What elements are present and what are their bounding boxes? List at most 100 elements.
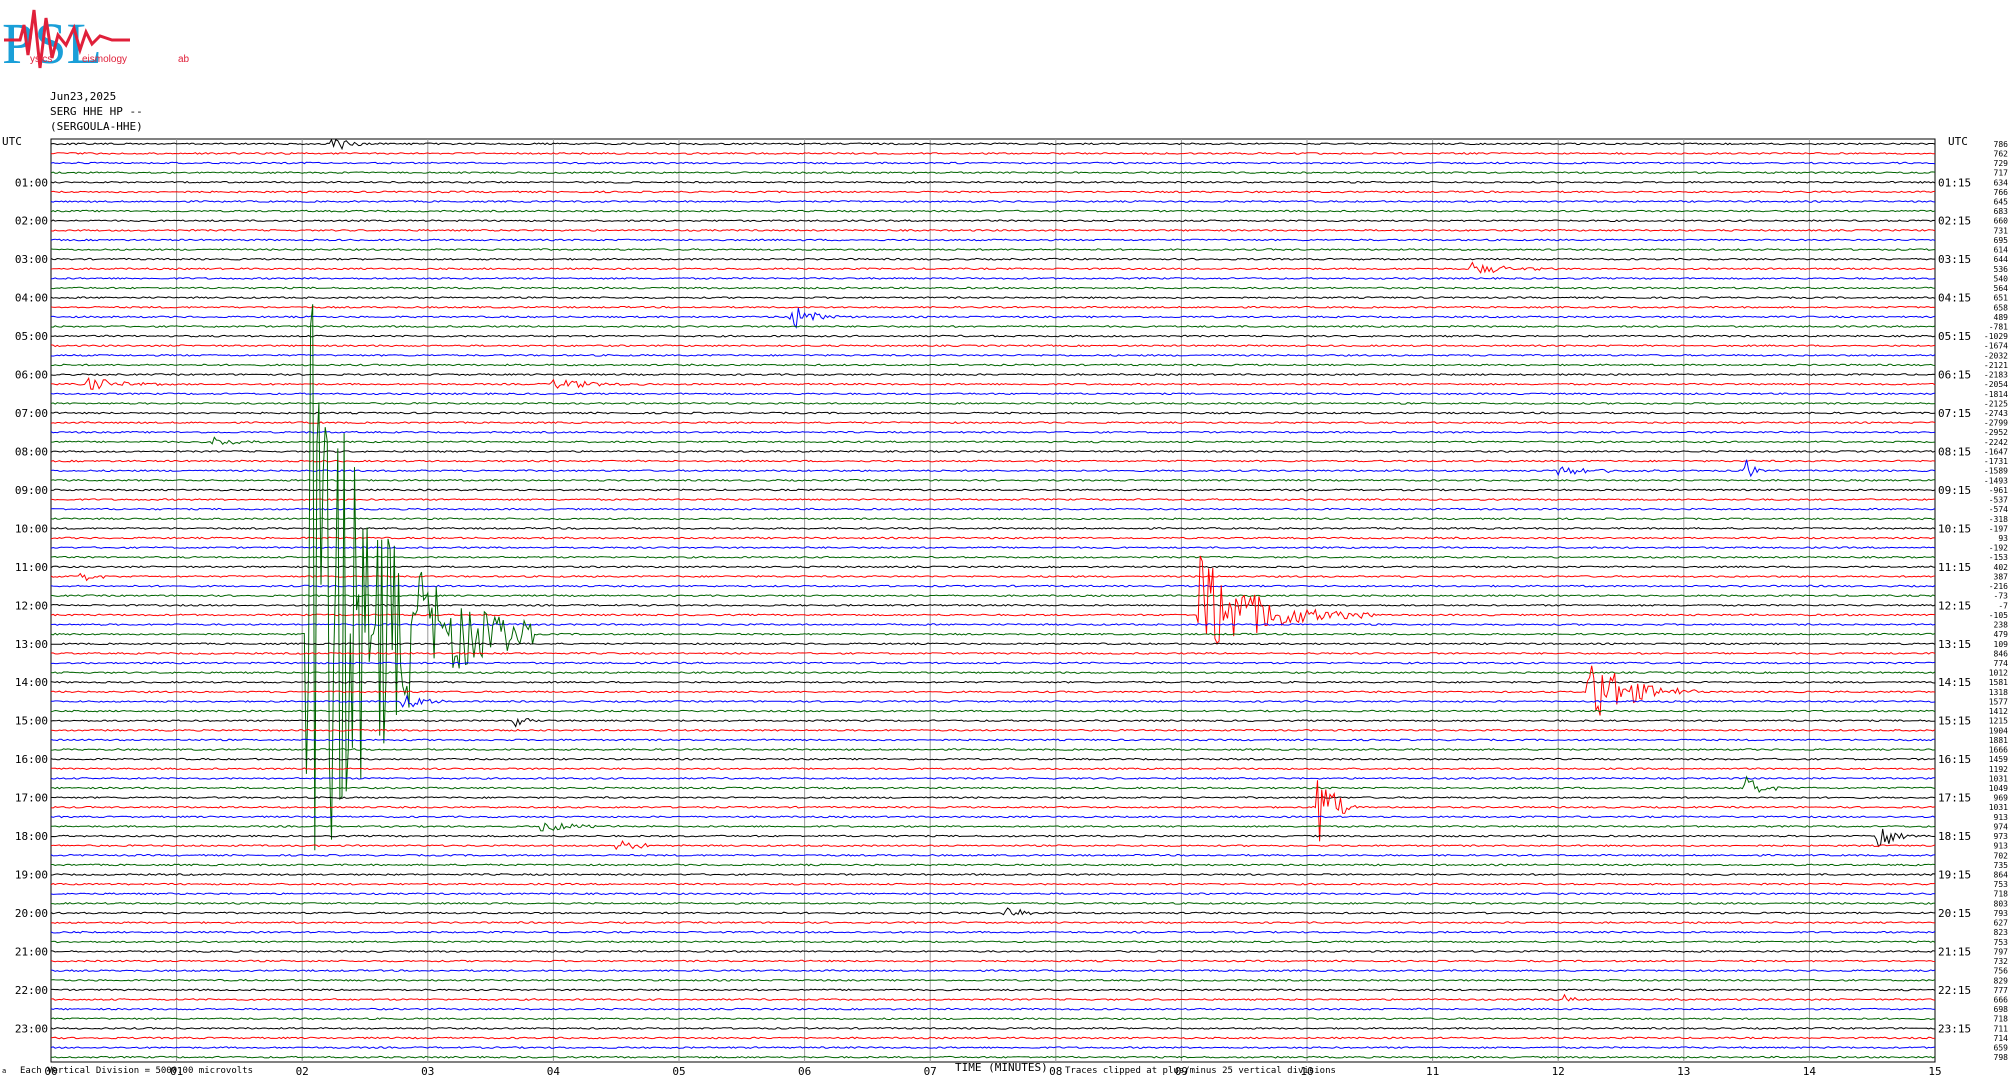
trace-offset-label: -781 [1989,322,2008,331]
trace-offset-label: 753 [1994,880,2009,889]
trace-90 [50,1007,1936,1011]
hour-label-left: 13:00 [15,638,48,651]
trace-72 [50,828,1936,848]
trace-offset-label: 756 [1994,967,2009,976]
trace-64 [50,757,1936,761]
hour-label-right: 04:15 [1938,292,1971,305]
trace-52 [50,642,1936,646]
trace-79 [51,901,1936,905]
x-tick-label: 12 [1552,1065,1565,1078]
hour-label-right: 01:15 [1938,176,1971,189]
trace-offset-label: 753 [1994,938,2009,947]
trace-88 [51,988,1936,992]
trace-offset-label: -2952 [1984,428,2008,437]
trace-13 [50,261,1936,274]
hour-label-left: 11:00 [15,561,48,574]
trace-55 [50,671,1936,675]
hour-label-left: 17:00 [15,792,48,805]
trace-offset-label: 1031 [1989,803,2008,812]
trace-78 [50,892,1936,896]
hour-label-right: 13:15 [1938,638,1971,651]
trace-4 [50,180,1936,184]
right-axis-title: UTC [1948,135,1968,148]
trace-offset-label: 564 [1994,284,2009,293]
trace-42 [50,546,1936,550]
hour-label-right: 03:15 [1938,253,1971,266]
hour-label-left: 08:00 [15,445,48,458]
trace-offset-label: -537 [1989,496,2008,505]
trace-82 [50,930,1936,934]
logo-letters: PSL [2,11,102,76]
trace-36 [50,488,1936,492]
trace-58 [50,694,1936,708]
hour-label-left: 19:00 [15,869,48,882]
trace-85 [50,959,1936,963]
trace-41 [50,536,1936,540]
trace-83 [50,940,1936,944]
trace-45 [50,572,1936,582]
trace-offset-label: 695 [1994,236,2009,245]
trace-offset-label: 627 [1994,919,2009,928]
x-tick-label: 07 [924,1065,937,1078]
trace-9 [50,228,1936,232]
trace-offset-label: 798 [1994,1053,2009,1062]
trace-87 [50,978,1936,982]
trace-offset-label: 489 [1994,313,2009,322]
trace-offset-label: -2054 [1984,380,2008,389]
trace-offset-label: 540 [1994,274,2009,283]
hour-label-left: 07:00 [15,407,48,420]
trace-33 [50,459,1936,463]
hour-label-right: 11:15 [1938,561,1971,574]
trace-6 [50,200,1936,203]
trace-60 [50,717,1936,728]
trace-23 [50,363,1936,367]
hour-label-right: 06:15 [1938,369,1971,382]
trace-offset-label: 823 [1994,928,2009,937]
trace-offset-label: -318 [1989,515,2008,524]
trace-80 [50,907,1936,916]
trace-offset-label: -153 [1989,553,2008,562]
trace-7 [50,209,1936,213]
hour-label-left: 01:00 [15,176,48,189]
logo-word-2: eismology [82,54,127,65]
trace-offset-label: 1412 [1989,707,2008,716]
trace-offset-label: 797 [1994,947,2009,956]
trace-75 [51,863,1936,867]
trace-25 [50,376,1936,390]
trace-34 [50,459,1936,478]
hour-label-right: 17:15 [1938,792,1971,805]
trace-29 [50,421,1936,425]
trace-10 [50,238,1936,242]
trace-offset-label: 711 [1994,1024,2009,1033]
trace-44 [50,565,1936,569]
trace-16 [50,296,1936,300]
header-station: (SERGOULA-HHE) [50,120,143,133]
trace-offset-label: 974 [1994,822,2009,831]
trace-offset-label: 913 [1994,813,2009,822]
trace-offset-label: -1029 [1984,332,2008,341]
trace-24 [50,373,1936,376]
trace-offset-label: 1012 [1989,669,2008,678]
trace-offset-label: -2183 [1984,371,2008,380]
trace-76 [50,873,1936,876]
trace-offset-label: 731 [1994,226,2009,235]
trace-32 [50,450,1936,453]
hour-label-right: 02:15 [1938,215,1971,228]
trace-92 [50,1026,1936,1030]
hour-label-right: 12:15 [1938,599,1971,612]
trace-77 [50,882,1936,886]
trace-95 [50,1055,1936,1059]
trace-offset-label: 683 [1994,207,2009,216]
trace-89 [50,993,1936,1002]
footer-mark: a [2,1067,7,1075]
trace-offset-label: 1215 [1989,717,2008,726]
trace-offset-label: 660 [1994,217,2009,226]
hour-label-right: 16:15 [1938,753,1971,766]
scale-note: Each Vertical Division = 5000.00 microvo… [20,1066,253,1076]
trace-12 [50,257,1935,261]
hour-label-left: 02:00 [15,215,48,228]
plot-frame [50,138,1936,1063]
trace-2 [50,161,1936,165]
trace-3 [50,171,1936,175]
